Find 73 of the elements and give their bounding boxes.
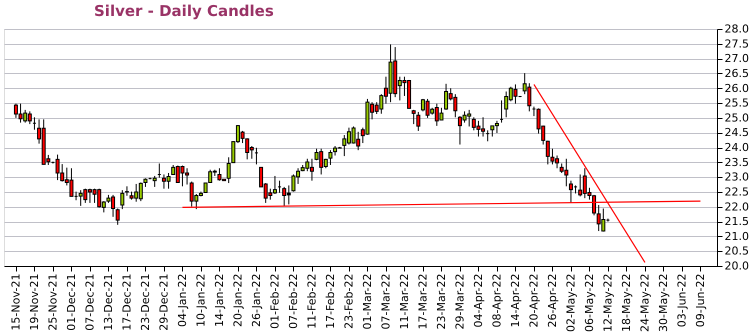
x-tick-label: 01-Feb-22 [268,274,282,329]
x-tick-label: 24-May-22 [638,274,652,332]
y-tick-label: 27.0 [724,52,749,66]
candlestick [439,107,444,121]
candlestick [69,168,74,197]
candlestick [152,175,157,188]
candlestick [124,186,129,196]
y-tick-label: 26.5 [724,66,749,80]
x-tick-label: 04-Apr-22 [472,274,485,328]
x-tick-label: 18-May-22 [620,274,633,332]
x-tick-label: 29-Dec-21 [157,274,170,331]
x-tick-label: 01-Mar-22 [360,274,374,330]
x-tick-label: 08-Apr-22 [490,274,504,328]
x-tick-label: 15-Nov-21 [9,274,22,331]
x-tick-label: 30-May-22 [656,274,670,332]
y-tick-label: 24.0 [724,141,749,154]
x-tick-label: 12-May-22 [601,274,614,332]
x-tick-label: 29-Mar-22 [453,274,466,330]
y-tick-label: 28.0 [724,22,749,36]
candlestick [494,120,499,134]
y-tick-label: 22.5 [724,185,749,198]
x-tick-label: 26-Apr-22 [546,274,559,328]
x-tick-label: 26-Jan-22 [250,274,263,328]
y-tick-label: 25.0 [724,111,749,124]
y-tick-label: 20.0 [724,260,749,272]
y-tick-label: 23.5 [724,156,749,169]
candlestick [513,84,518,104]
x-tick-label: 14-Jan-22 [212,274,226,328]
x-tick-label: 07-Mar-22 [379,274,392,330]
chart-title: Silver - Daily Candles [94,2,274,20]
candlestick [328,150,332,166]
x-tick-label: 11-Mar-22 [398,274,411,330]
y-tick-label: 23.0 [724,170,749,184]
x-tick-label: 23-Feb-22 [342,274,356,329]
candlestick [310,158,314,182]
x-tick-label: 17-Feb-22 [324,274,337,329]
candlestick [546,140,550,165]
x-tick-label: 01-Dec-21 [64,274,78,331]
candlestick [333,146,338,156]
x-tick-label: 14-Apr-22 [508,274,522,328]
x-tick-label: 09-Jun-22 [694,274,707,328]
x-tick-label: 02-May-22 [564,274,578,332]
x-tick-label: 07-Dec-21 [83,274,96,331]
y-tick-label: 21.0 [724,230,749,243]
y-tick-label: 25.5 [724,96,749,110]
candlestick [116,208,120,226]
y-tick-label: 24.5 [724,126,749,140]
candlestick [120,190,124,210]
x-tick-label: 10-Jan-22 [194,274,208,328]
x-tick-label: 17-Dec-21 [120,274,134,331]
y-tick-label: 22.0 [724,200,749,214]
candlestick [412,109,416,125]
x-tick-label: 06-May-22 [582,274,596,332]
candlestick [56,154,60,181]
y-tick-label: 26.0 [724,82,749,95]
y-tick-label: 21.5 [724,215,749,228]
x-tick-label: 20-Apr-22 [527,274,540,328]
y-tick-label: 20.5 [724,244,749,258]
candlestick [444,83,448,110]
x-tick-label: 19-Nov-21 [28,274,41,331]
x-tick-label: 23-Dec-21 [138,274,152,331]
candlestick [272,175,277,195]
y-tick-label: 27.5 [724,37,749,50]
x-tick-label: 17-Mar-22 [416,274,430,330]
x-tick-label: 04-Jan-22 [176,274,189,328]
x-tick-label: 07-Feb-22 [286,274,300,329]
x-tick-label: 11-Feb-22 [305,274,318,329]
candlestick [416,111,420,132]
x-tick-label: 13-Dec-21 [102,274,115,331]
x-tick-label: 20-Jan-22 [231,274,244,328]
x-tick-label: 03-Jun-22 [675,274,688,328]
x-tick-label: 25-Nov-21 [46,274,60,331]
x-tick-label: 23-Mar-22 [434,274,448,330]
